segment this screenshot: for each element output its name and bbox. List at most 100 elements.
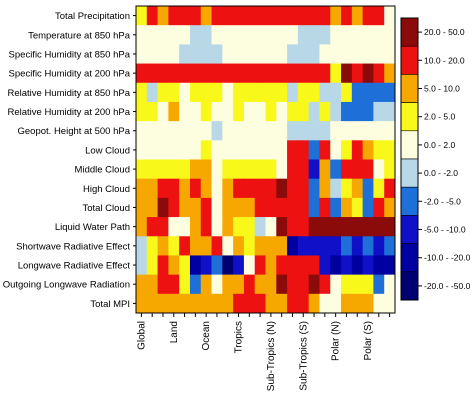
heatmap-cell — [384, 63, 396, 84]
legend-swatch — [400, 102, 419, 132]
heatmap-cell — [330, 178, 342, 199]
heatmap-cell — [341, 140, 353, 160]
heatmap-cell — [243, 44, 256, 64]
heatmap-cell — [179, 140, 191, 160]
heatmap-cell — [265, 82, 277, 103]
heatmap-cell — [276, 159, 288, 180]
heatmap-cell — [330, 293, 342, 314]
heatmap-cell — [200, 140, 212, 160]
legend-frame — [400, 17, 419, 301]
heatmap-cell — [146, 236, 158, 256]
heatmap-cell — [200, 121, 212, 141]
heatmap-cell — [265, 197, 277, 218]
heatmap-cell — [243, 25, 256, 45]
heatmap-cell — [157, 159, 169, 180]
heatmap-cell — [189, 293, 202, 314]
heatmap-cell — [179, 63, 191, 84]
heatmap-cell — [136, 159, 148, 180]
heatmap-cell — [351, 25, 364, 45]
heatmap-cell — [179, 217, 191, 237]
heatmap-cell — [276, 274, 288, 295]
heatmap-cell — [373, 44, 385, 64]
heatmap-cell — [146, 293, 158, 314]
heatmap-cell — [189, 82, 202, 103]
heatmap-cell — [157, 63, 169, 84]
column-label: Sub-Tropics (S) — [298, 321, 309, 391]
heatmap-cell — [222, 140, 234, 160]
row-label: Specific Humidity at 200 hPa — [9, 69, 131, 80]
heatmap-cell — [136, 255, 148, 276]
heatmap-cell — [222, 274, 234, 295]
heatmap-cell — [287, 25, 299, 45]
heatmap-cell — [308, 255, 320, 276]
heatmap-cell — [200, 255, 212, 276]
heatmap-cell — [157, 178, 169, 199]
heatmap-cell — [330, 121, 342, 141]
heatmap-cell — [373, 197, 385, 218]
heatmap-cell — [179, 82, 191, 103]
row-label: Outgoing Longwave Radiation — [3, 280, 130, 291]
heatmap-cell — [157, 44, 169, 64]
heatmap-cell — [276, 25, 288, 45]
heatmap-cell — [362, 6, 374, 26]
heatmap-cell — [168, 178, 180, 199]
heatmap-cell — [319, 121, 331, 141]
heatmap-cell — [351, 255, 364, 276]
heatmap-cell — [351, 44, 364, 64]
heatmap-cell — [233, 44, 245, 64]
heatmap-cell — [254, 236, 266, 256]
heatmap-cell — [189, 140, 202, 160]
column-label: Tropics — [234, 321, 245, 353]
heatmap-cell — [168, 101, 180, 122]
heatmap-cell — [351, 101, 364, 122]
heatmap-cell — [384, 293, 396, 314]
heatmap-cell — [297, 6, 310, 26]
heatmap-cell — [265, 159, 277, 180]
heatmap-cell — [287, 101, 299, 122]
heatmap-cell — [136, 101, 148, 122]
heatmap-cell — [373, 121, 385, 141]
heatmap-cell — [287, 63, 299, 84]
heatmap-cell — [351, 274, 364, 295]
legend-label: -2.0 - -5.0 — [424, 196, 461, 206]
heatmap-cell — [287, 293, 299, 314]
heatmap-cell — [341, 159, 353, 180]
heatmap-cell — [136, 293, 148, 314]
heatmap-cell — [276, 101, 288, 122]
heatmap-cell — [136, 236, 148, 256]
heatmap-cell — [211, 63, 223, 84]
heatmap-cell — [341, 6, 353, 26]
heatmap-cell — [319, 197, 331, 218]
heatmap-cell — [351, 217, 364, 237]
heatmap-cell — [179, 6, 191, 26]
heatmap-cell — [136, 25, 148, 45]
heatmap-cell — [319, 82, 331, 103]
heatmap-cell — [351, 121, 364, 141]
heatmap-cell — [254, 274, 266, 295]
legend-label: 0.0 - 2.0 — [424, 140, 455, 150]
heatmap-cell — [308, 217, 320, 237]
row-label: Longwave Radiative Effect — [18, 261, 131, 272]
heatmap-cell — [254, 293, 266, 314]
heatmap-cell — [157, 197, 169, 218]
heatmap-cell — [373, 217, 385, 237]
heatmap-cell — [319, 178, 331, 199]
heatmap-cell — [308, 82, 320, 103]
heatmap-cell — [157, 82, 169, 103]
heatmap-cell — [200, 44, 212, 64]
heatmap-cell — [330, 82, 342, 103]
heatmap-cell — [319, 63, 331, 84]
heatmap-cell — [341, 178, 353, 199]
heatmap-cell — [168, 217, 180, 237]
heatmap-cell — [222, 159, 234, 180]
heatmap-cell — [308, 274, 320, 295]
heatmap-cell — [222, 121, 234, 141]
heatmap-cell — [265, 101, 277, 122]
heatmap-cell — [351, 236, 364, 256]
heatmap-cell — [308, 63, 320, 84]
heatmap-cell — [243, 82, 256, 103]
heatmap-cell — [297, 121, 310, 141]
heatmap-cell — [200, 217, 212, 237]
legend-swatch — [400, 215, 419, 244]
heatmap-cell — [276, 255, 288, 276]
